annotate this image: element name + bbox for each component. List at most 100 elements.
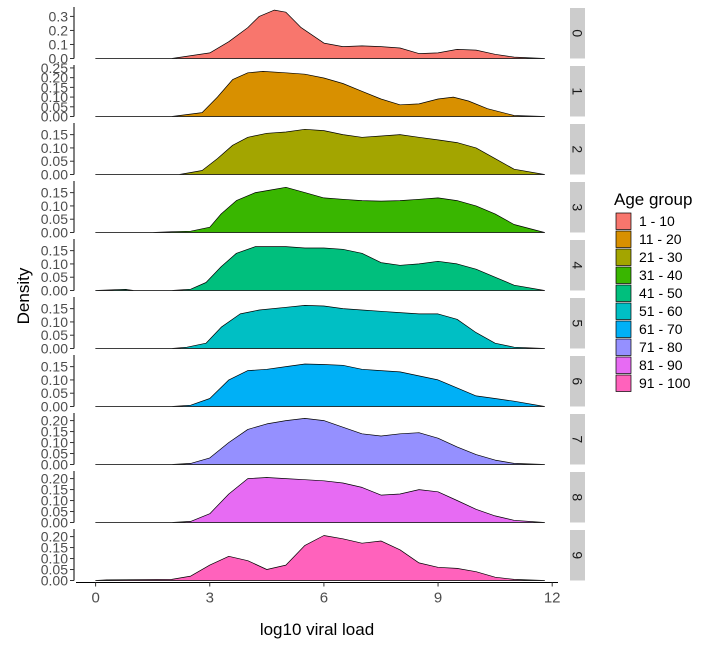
legend-swatch-0: [615, 212, 632, 230]
facet-strip-7: [570, 414, 585, 465]
legend-label-7: 71 - 80: [639, 339, 683, 355]
legend-label-0: 1 - 10: [639, 213, 675, 229]
x-tick-label-0: 0: [91, 590, 99, 607]
y-tick-label-3-3: 0.15: [41, 185, 68, 201]
y-tick-label-1-4: 0.20: [41, 70, 68, 86]
facet-strip-2: [570, 124, 585, 175]
y-tick-label-3-0: 0.00: [41, 225, 68, 241]
y-tick-label-2-2: 0.10: [41, 140, 68, 156]
facet-strip-6: [570, 356, 585, 407]
legend-label-3: 31 - 40: [639, 267, 683, 283]
density-area-0: [95, 9, 545, 59]
x-tick-label-1: 3: [206, 590, 214, 607]
y-tick-label-0-3: 0.3: [49, 8, 69, 24]
facet-panel-4: 0.000.050.100.15 4: [41, 239, 586, 299]
legend-swatch-8: [615, 356, 632, 374]
y-tick-label-2-3: 0.15: [41, 127, 68, 143]
facet-strip-8: [570, 472, 585, 523]
density-area-6: [95, 363, 545, 407]
x-tick-label-2: 6: [320, 590, 328, 607]
y-tick-label-1-5: 0.25: [41, 60, 68, 76]
x-tick-label-4: 12: [544, 590, 561, 607]
y-tick-label-8-1: 0.05: [41, 504, 68, 520]
legend-swatch-9: [615, 374, 632, 392]
legend-swatch-7: [615, 338, 632, 356]
legend-label-8: 81 - 90: [639, 357, 683, 373]
facet-strip-label-4: 4: [570, 261, 586, 269]
facet-strip-label-5: 5: [570, 319, 586, 327]
y-tick-label-3-1: 0.05: [41, 211, 68, 227]
y-tick-label-4-0: 0.00: [41, 283, 68, 299]
y-tick-label-8-3: 0.15: [41, 482, 68, 498]
facet-strip-label-7: 7: [570, 435, 586, 443]
facet-panel-1: 0.000.050.100.150.200.25 1: [41, 60, 586, 125]
density-area-8: [95, 477, 545, 523]
y-tick-label-9-0: 0.00: [41, 573, 68, 589]
y-tick-label-0-1: 0.1: [49, 36, 69, 52]
y-tick-label-5-2: 0.10: [41, 314, 68, 330]
facet-panel-7: 0.000.050.100.150.20 7: [41, 413, 586, 473]
legend-swatch-3: [615, 266, 632, 284]
facet-strip-label-8: 8: [570, 493, 586, 501]
density-area-1: [95, 71, 545, 117]
facet-panel-5: 0.000.050.100.15 5: [41, 297, 586, 357]
facet-strip-label-9: 9: [570, 551, 586, 559]
facet-strip-label-2: 2: [570, 145, 586, 153]
y-tick-label-7-1: 0.05: [41, 446, 68, 462]
facet-strip-9: [570, 530, 585, 581]
y-tick-label-8-2: 0.10: [41, 493, 68, 509]
legend-swatch-6: [615, 320, 632, 338]
y-axis-title: Density: [14, 267, 33, 324]
density-area-4: [95, 246, 545, 291]
facet-panel-2: 0.000.050.100.15 2: [41, 123, 586, 183]
panels-layer: 0.00.10.20.300.000.050.100.150.200.2510.…: [41, 7, 586, 589]
y-tick-label-0-0: 0.0: [49, 51, 69, 67]
facet-strip-label-0: 0: [570, 29, 586, 37]
facet-panel-6: 0.000.050.100.15 6: [41, 355, 586, 415]
legend: 1 - 10 11 - 20 21 - 30 31 - 40 41 - 50 51 - 6…: [615, 212, 691, 392]
y-tick-label-4-2: 0.10: [41, 256, 68, 272]
facet-panel-3: 0.000.050.100.15 3: [41, 181, 586, 241]
facet-strip-5: [570, 298, 585, 349]
legend-label-6: 61 - 70: [639, 321, 683, 337]
legend-swatch-5: [615, 302, 632, 320]
y-tick-label-6-1: 0.05: [41, 385, 68, 401]
y-tick-label-1-0: 0.00: [41, 109, 68, 125]
density-area-2: [95, 128, 545, 175]
legend-label-4: 41 - 50: [639, 285, 683, 301]
x-axis: 0 3 6 9 12: [76, 582, 561, 607]
y-tick-label-8-0: 0.00: [41, 515, 68, 531]
y-tick-label-7-4: 0.20: [41, 413, 68, 429]
x-axis-title: log10 viral load: [260, 620, 374, 639]
legend-label-2: 21 - 30: [639, 249, 683, 265]
facet-strip-4: [570, 240, 585, 291]
legend-title: Age group: [614, 190, 692, 209]
y-tick-label-9-1: 0.05: [41, 562, 68, 578]
y-tick-label-5-1: 0.05: [41, 327, 68, 343]
facet-strip-0: [570, 8, 585, 59]
y-tick-label-6-3: 0.15: [41, 359, 68, 375]
y-tick-label-4-3: 0.15: [41, 243, 68, 259]
facet-strip-3: [570, 182, 585, 233]
facet-panel-8: 0.000.050.100.150.20 8: [41, 471, 586, 531]
y-tick-label-1-2: 0.10: [41, 89, 68, 105]
y-tick-label-0-2: 0.2: [49, 22, 69, 38]
legend-swatch-1: [615, 230, 632, 248]
y-tick-label-6-0: 0.00: [41, 399, 68, 415]
legend-label-9: 91 - 100: [639, 375, 691, 391]
y-tick-label-6-2: 0.10: [41, 372, 68, 388]
y-tick-label-5-0: 0.00: [41, 341, 68, 357]
y-tick-label-9-3: 0.15: [41, 540, 68, 556]
y-tick-label-1-3: 0.15: [41, 79, 68, 95]
legend-label-5: 51 - 60: [639, 303, 683, 319]
y-tick-label-2-0: 0.00: [41, 167, 68, 183]
facet-panel-0: 0.00.10.20.3 0: [49, 7, 586, 67]
y-tick-label-2-1: 0.05: [41, 153, 68, 169]
density-area-3: [95, 186, 545, 233]
facet-strip-label-1: 1: [570, 87, 586, 95]
y-tick-label-9-2: 0.10: [41, 551, 68, 567]
density-area-5: [95, 305, 545, 349]
legend-label-1: 11 - 20: [639, 231, 682, 247]
y-tick-label-5-3: 0.15: [41, 301, 68, 317]
